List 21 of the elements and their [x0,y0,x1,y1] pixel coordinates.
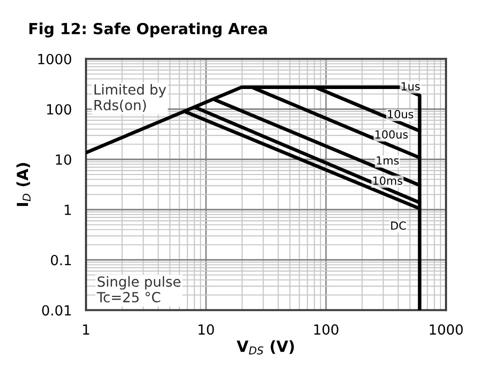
y-tick-label: 0.1 [50,254,71,266]
annotation: DC [391,221,406,230]
y-tick-label: 10 [56,154,72,165]
y-tick-label: 0.01 [42,305,71,316]
chart-title: Fig 12: Safe Operating Area [29,22,267,38]
x-tick-label: 100 [314,324,338,335]
y-tick-label: 1000 [38,54,72,64]
x-tick-label: 10 [198,324,214,335]
annotation: 100us [375,130,408,139]
annotation: 10ms [373,176,402,185]
annotation: 1us [402,82,420,91]
x-axis-title: V$_{DS}$ (V) [236,340,294,354]
y-tick-label: 100 [47,104,72,115]
annotation: Single pulse Tc=25 °C [96,276,180,302]
y-axis-title: I$_{D}$ (A) [16,163,31,206]
annotation: Limited by Rds(on) [94,84,166,112]
y-tick-label: 1 [64,204,71,215]
annotation: 10us [388,110,414,118]
annotation: 1ms [376,156,399,165]
x-tick-label: 1 [83,324,90,335]
x-tick-label: 1000 [430,324,463,335]
